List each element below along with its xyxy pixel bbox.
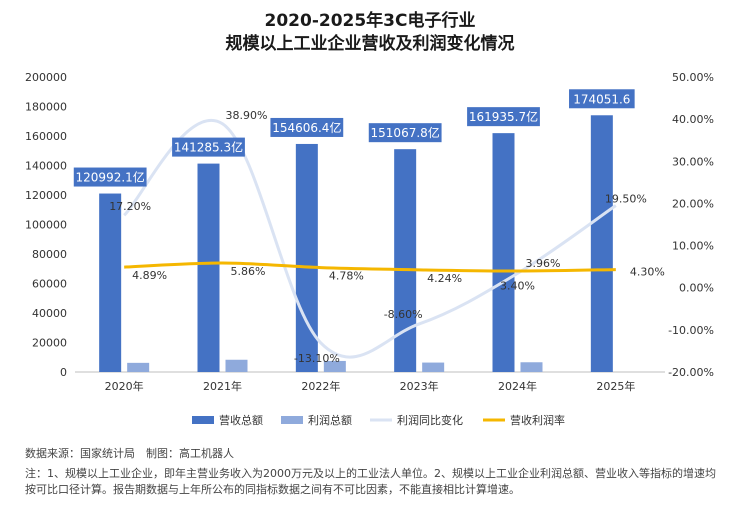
x-axis-tick: 2022年	[301, 379, 340, 393]
chart-title-line1: 2020-2025年3C电子行业	[264, 11, 476, 31]
profit-bar	[323, 360, 346, 372]
left-axis-tick: 120000	[25, 189, 67, 202]
growth-line	[123, 119, 617, 359]
legend-label: 营收利润率	[510, 413, 565, 427]
right-axis-tick: 0.00%	[679, 282, 714, 295]
profit-bar	[127, 362, 150, 372]
profit-bar	[422, 362, 445, 372]
margin-data-label: 4.30%	[630, 266, 665, 279]
left-axis-tick: 100000	[25, 219, 67, 232]
growth-data-label: 3.40%	[500, 279, 535, 292]
left-axis-tick: 80000	[32, 248, 67, 261]
revenue-label-box	[73, 167, 147, 187]
margin-data-label: 4.89%	[132, 269, 167, 282]
margin-data-label: 5.86%	[231, 265, 266, 278]
revenue-label-box	[172, 137, 245, 157]
legend-label: 利润同比变化	[397, 413, 463, 427]
revenue-data-label: 161935.7亿	[469, 109, 538, 124]
x-axis-tick: 2025年	[596, 379, 635, 393]
left-axis-tick: 140000	[25, 160, 67, 173]
revenue-bar	[295, 143, 318, 372]
revenue-data-label: 174051.6	[573, 92, 630, 106]
revenue-data-label: 154606.4亿	[272, 120, 341, 135]
revenue-label-box	[569, 89, 635, 109]
revenue-bar	[492, 133, 515, 372]
left-axis-tick: 40000	[32, 307, 67, 320]
growth-data-label: 17.20%	[109, 200, 151, 213]
margin-data-label: 4.24%	[427, 272, 462, 285]
left-axis-tick: 180000	[25, 101, 67, 114]
growth-data-label: 19.50%	[605, 193, 647, 206]
right-axis-tick: 40.00%	[672, 113, 714, 126]
left-axis-tick: 160000	[25, 130, 67, 143]
right-axis-tick: 10.00%	[672, 240, 714, 253]
margin-line	[124, 261, 616, 273]
legend-swatch	[192, 416, 214, 424]
revenue-data-label: 120992.1亿	[76, 170, 145, 185]
x-axis-tick: 2021年	[203, 379, 242, 393]
growth-data-label: 38.90%	[226, 109, 268, 122]
right-axis-tick: 50.00%	[672, 71, 714, 84]
right-axis-tick: 20.00%	[672, 197, 714, 210]
revenue-data-label: 151067.8亿	[371, 125, 440, 140]
revenue-label-box	[368, 123, 442, 143]
combo-chart: 0 20000 40000 60000 80000 100000 120000 140000 1…	[25, 71, 714, 427]
right-axis-tick: -20.00%	[668, 366, 714, 379]
revenue-bar	[99, 193, 122, 372]
left-axis-tick: 60000	[32, 278, 67, 291]
margin-data-label: 3.96%	[526, 257, 561, 270]
footnote: 注：1、规模以上工业企业，即年主营业务收入为2000万元及以上的工业法人单位。2…	[25, 467, 716, 496]
profit-bar	[225, 359, 248, 372]
right-axis-tick: 30.00%	[672, 155, 714, 168]
x-axis-tick: 2023年	[400, 379, 439, 393]
growth-data-label: -13.10%	[294, 352, 340, 365]
data-source: 数据来源：国家统计局 制图：高工机器人	[25, 447, 234, 460]
right-axis-tick: -10.00%	[668, 324, 714, 337]
revenue-data-label: 141285.3亿	[174, 140, 243, 155]
x-axis-tick: 2024年	[498, 379, 537, 393]
legend-swatch	[281, 416, 303, 424]
revenue-bar	[590, 115, 613, 372]
left-axis-tick: 200000	[25, 71, 67, 84]
growth-data-label: -8.60%	[384, 308, 423, 321]
x-axis-tick: 2020年	[105, 379, 144, 393]
left-axis-tick: 20000	[32, 337, 67, 350]
revenue-bar	[197, 163, 220, 372]
revenue-bar	[394, 149, 417, 372]
left-axis-tick: 0	[60, 366, 67, 379]
legend-label: 营收总额	[219, 413, 263, 427]
profit-bar	[520, 362, 543, 372]
margin-data-label: 4.78%	[329, 270, 364, 283]
revenue-label-box	[467, 107, 540, 127]
legend-label: 利润总额	[308, 413, 352, 427]
chart-title-line2: 规模以上工业企业营收及利润变化情况	[225, 34, 515, 54]
revenue-label-box	[270, 117, 344, 137]
